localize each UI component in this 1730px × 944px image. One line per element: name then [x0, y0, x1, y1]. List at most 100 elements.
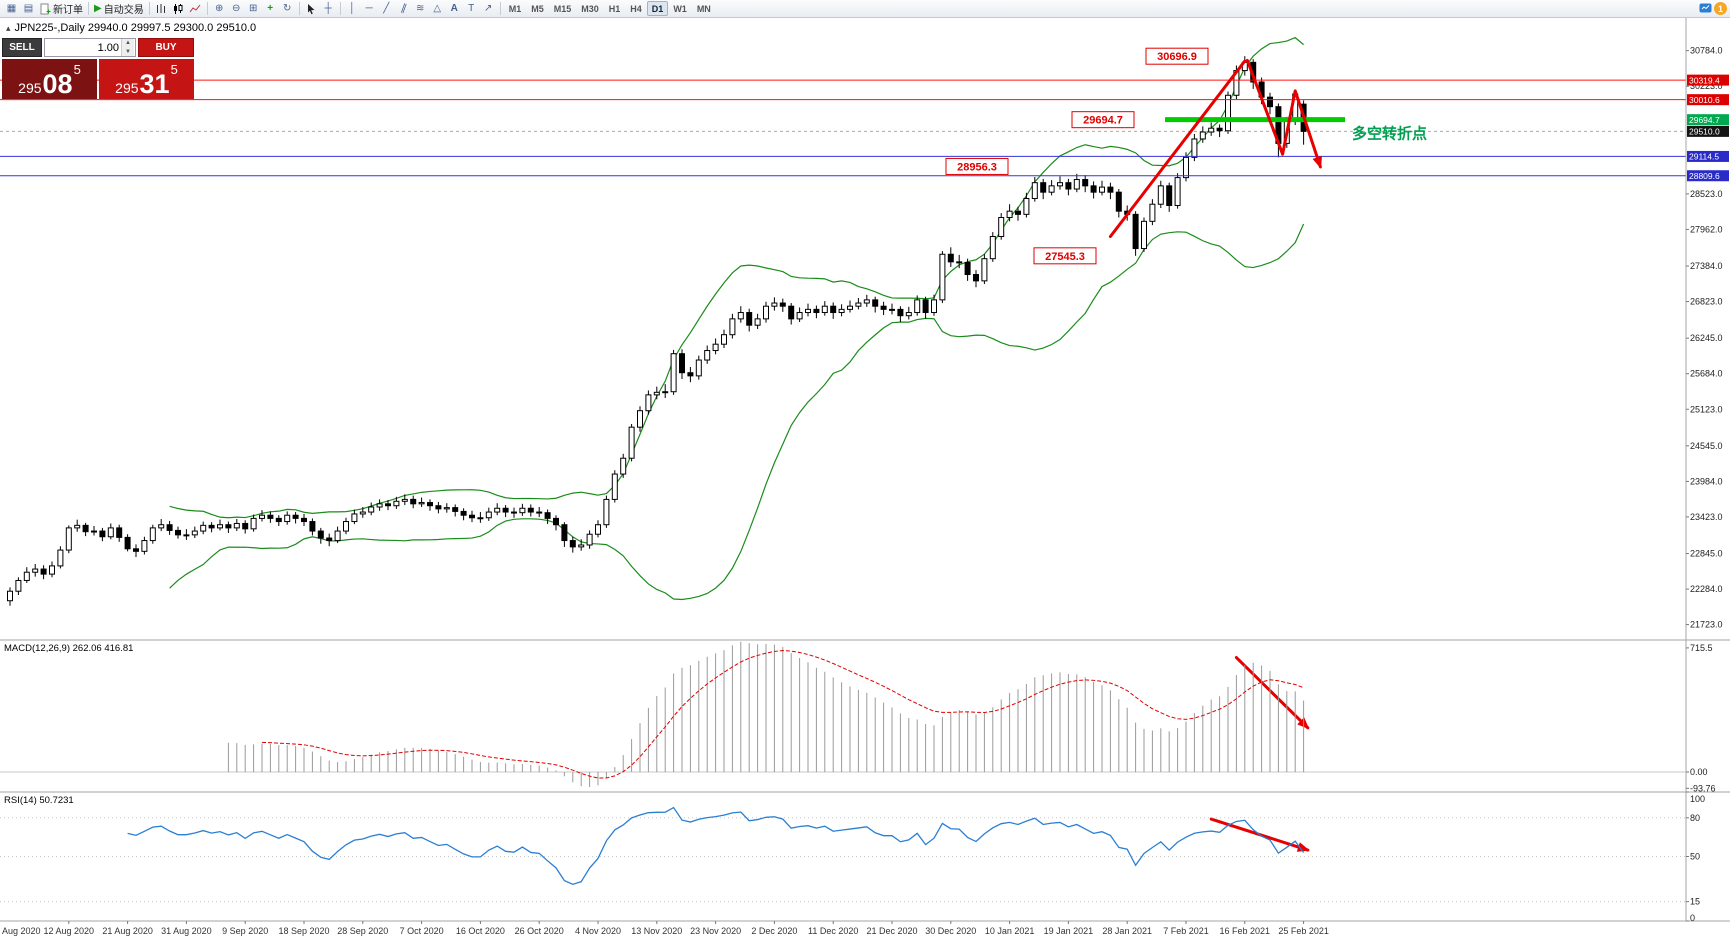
buy-price-sup: 5 [170, 62, 178, 77]
toolbar-separator [339, 2, 341, 15]
chat-icon [1699, 3, 1712, 13]
macd-indicator-label: MACD(12,26,9) 262.06 416.81 [4, 643, 134, 654]
label-tool-button[interactable]: T [463, 1, 480, 16]
timeframe-d1-button[interactable]: D1 [646, 1, 669, 16]
new-order-label: 新订单 [53, 5, 83, 16]
fibonacci-button[interactable]: ≋ [412, 1, 429, 16]
candlestick-chart-button[interactable] [170, 1, 187, 16]
svg-text:11 Dec 2020: 11 Dec 2020 [808, 926, 858, 936]
zoom-out-button[interactable]: ⊖ [228, 1, 245, 16]
buy-price-box[interactable]: 295 31 5 [99, 59, 194, 99]
volume-input[interactable] [45, 39, 121, 56]
rsi-indicator-label: RSI(14) 50.7231 [4, 795, 74, 806]
navigator-icon: ▤ [23, 2, 34, 14]
svg-text:25123.0: 25123.0 [1690, 404, 1723, 414]
toolbar-separator [499, 2, 501, 15]
sell-price-big: 08 [42, 68, 73, 99]
zoom-in-icon: ⊕ [215, 2, 224, 14]
svg-text:80: 80 [1690, 813, 1700, 823]
svg-text:30784.0: 30784.0 [1690, 46, 1723, 56]
notification-badge[interactable]: 1 [1714, 2, 1727, 15]
sell-button[interactable]: SELL [2, 38, 42, 57]
timeframe-m5-button[interactable]: M5 [531, 3, 544, 14]
svg-text:26245.0: 26245.0 [1690, 333, 1723, 343]
timeframe-w1-button[interactable]: W1 [673, 3, 687, 14]
timeframe-m15-button[interactable]: M15 [553, 3, 572, 14]
line-chart-icon [189, 4, 201, 12]
svg-text:多空转折点: 多空转折点 [1352, 124, 1427, 142]
svg-text:9 Sep 2020: 9 Sep 2020 [222, 926, 268, 936]
timeframe-h4-button[interactable]: H4 [630, 3, 642, 14]
shapes-button[interactable]: △ [429, 1, 446, 16]
svg-text:29694.7: 29694.7 [1083, 115, 1123, 127]
trendline-icon: ╱ [383, 2, 390, 14]
svg-text:27384.0: 27384.0 [1690, 261, 1723, 271]
new-order-button[interactable]: 新订单 [37, 1, 85, 16]
svg-text:29694.7: 29694.7 [1689, 115, 1720, 125]
volume-up-button[interactable]: ▲ [122, 39, 134, 48]
svg-text:4 Nov 2020: 4 Nov 2020 [575, 926, 621, 936]
vertical-line-button[interactable]: │ [344, 1, 361, 16]
svg-text:12 Aug 2020: 12 Aug 2020 [44, 926, 95, 936]
timeframe-mn-button[interactable]: MN [696, 3, 711, 14]
tile-windows-button[interactable]: ⊞ [245, 1, 262, 16]
cycle-button[interactable]: ↻ [279, 1, 296, 16]
toolbar-separator [88, 2, 89, 15]
svg-text:30010.6: 30010.6 [1689, 95, 1720, 105]
one-click-toggle[interactable]: ▴ [6, 22, 11, 33]
svg-text:30319.4: 30319.4 [1689, 75, 1720, 85]
svg-text:22845.0: 22845.0 [1690, 549, 1723, 559]
candlestick-chart-icon [174, 3, 183, 14]
timeframe-m1-button[interactable]: M1 [508, 3, 522, 14]
svg-text:25684.0: 25684.0 [1690, 369, 1723, 379]
arrows-tool-button[interactable]: ↗ [480, 1, 497, 16]
cycle-icon: ↻ [283, 2, 292, 14]
cursor-button[interactable] [303, 1, 320, 16]
timeframe-m30-button[interactable]: M30 [581, 3, 599, 14]
timeframe-h1-button[interactable]: H1 [608, 3, 621, 14]
navigator-button[interactable]: ▤ [20, 1, 37, 16]
svg-text:27545.3: 27545.3 [1045, 251, 1085, 263]
svg-text:25 Feb 2021: 25 Feb 2021 [1278, 926, 1329, 936]
vertical-line-icon: │ [349, 2, 356, 14]
svg-text:21 Dec 2020: 21 Dec 2020 [866, 926, 917, 936]
add-indicator-button[interactable]: + [262, 1, 279, 16]
channel-button[interactable]: ∥ [395, 1, 412, 16]
crosshair-button[interactable]: ┼ [320, 1, 337, 16]
svg-text:15: 15 [1690, 897, 1700, 907]
sell-price-box[interactable]: 295 08 5 [2, 59, 97, 99]
svg-text:16 Feb 2021: 16 Feb 2021 [1220, 926, 1271, 936]
svg-text:13 Nov 2020: 13 Nov 2020 [631, 926, 682, 936]
svg-text:26 Oct 2020: 26 Oct 2020 [515, 926, 564, 936]
svg-text:30223.0: 30223.0 [1690, 81, 1723, 91]
svg-text:0.00: 0.00 [1690, 767, 1708, 777]
horizontal-line-button[interactable]: ─ [361, 1, 378, 16]
bar-chart-button[interactable] [153, 1, 170, 16]
svg-text:-93.76: -93.76 [1690, 783, 1716, 793]
svg-text:24545.0: 24545.0 [1690, 441, 1723, 451]
svg-text:715.5: 715.5 [1690, 643, 1713, 653]
svg-text:28 Sep 2020: 28 Sep 2020 [337, 926, 388, 936]
autotrading-button[interactable]: ▶ 自动交易 [92, 1, 146, 16]
svg-text:30696.9: 30696.9 [1157, 51, 1197, 63]
market-watch-button[interactable]: ▦ [3, 1, 20, 16]
text-tool-button[interactable]: A [446, 1, 463, 16]
volume-down-button[interactable]: ▼ [122, 47, 134, 56]
svg-text:0: 0 [1690, 913, 1695, 923]
buy-button[interactable]: BUY [138, 38, 194, 57]
zoom-in-button[interactable]: ⊕ [211, 1, 228, 16]
svg-text:23984.0: 23984.0 [1690, 476, 1723, 486]
svg-text:28956.3: 28956.3 [957, 161, 997, 173]
text-icon: A [450, 2, 458, 14]
line-chart-button[interactable] [187, 1, 204, 16]
chart-title-row: ▴ JPN225-,Daily 29940.0 29997.5 29300.0 … [6, 22, 256, 34]
svg-text:19 Jan 2021: 19 Jan 2021 [1044, 926, 1094, 936]
svg-text:22284.0: 22284.0 [1690, 584, 1723, 594]
fibonacci-icon: ≋ [416, 2, 425, 14]
channel-icon: ∥ [399, 2, 408, 15]
trendline-button[interactable]: ╱ [378, 1, 395, 16]
chat-button[interactable] [1697, 1, 1714, 16]
